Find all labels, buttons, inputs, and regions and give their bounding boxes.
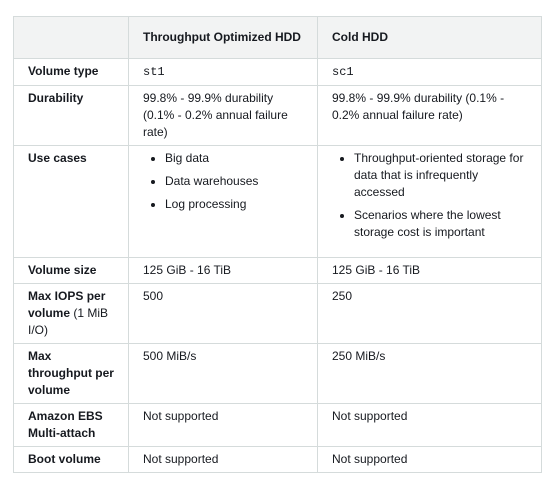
table-row: Use cases Big data Data warehouses Log proc… <box>13 145 542 258</box>
table-cell: 250 <box>317 283 542 344</box>
bullet-item: Scenarios where the lowest storage cost … <box>354 207 527 241</box>
table-row: Volume type st1 sc1 <box>13 58 542 86</box>
table-cell: 125 GiB - 16 TiB <box>128 257 318 284</box>
header-cell: Cold HDD <box>317 16 542 59</box>
cell-text: 99.8% - 99.9% durability (0.1% - 0.2% an… <box>143 91 288 139</box>
row-label: Durability <box>13 85 129 146</box>
bullet-item: Log processing <box>165 196 303 213</box>
table-cell: 500 <box>128 283 318 344</box>
cell-text: 99.8% - 99.9% durability (0.1% - 0.2% an… <box>332 91 505 122</box>
label-text: Boot volume <box>28 452 101 466</box>
table-cell: 99.8% - 99.9% durability (0.1% - 0.2% an… <box>317 85 542 146</box>
label-text: Durability <box>28 91 84 105</box>
table-body: Volume type st1 sc1 Durability 99.8% - 99.9%… <box>13 58 542 473</box>
label-text: Volume size <box>28 263 97 277</box>
table-cell: Not supported <box>128 403 318 447</box>
table-cell: 125 GiB - 16 TiB <box>317 257 542 284</box>
table-row: Volume size 125 GiB - 16 TiB 125 GiB - 16 … <box>13 257 542 284</box>
table-row: Boot volume Not supported Not supported <box>13 446 542 473</box>
table-cell: Not supported <box>317 403 542 447</box>
table-cell: st1 <box>128 58 318 86</box>
table-row: Durability 99.8% - 99.9% durability (0.1%… <box>13 85 542 146</box>
row-label: Volume type <box>13 58 129 86</box>
table-row: Max IOPS per volume (1 MiB I/O) 500 250 <box>13 283 542 344</box>
row-label: Boot volume <box>13 446 129 473</box>
table-cell: 500 MiB/s <box>128 343 318 404</box>
header-row: Throughput Optimized HDD Cold HDD <box>13 16 542 59</box>
label-text: Max IOPS per volume <box>28 289 106 320</box>
cell-text: Not supported <box>143 452 219 466</box>
row-label: Max throughput per volume <box>13 343 129 404</box>
header-cell <box>13 16 129 59</box>
comparison-table: Throughput Optimized HDD Cold HDD Volume … <box>13 16 542 473</box>
row-label: Volume size <box>13 257 129 284</box>
row-label: Amazon EBS Multi-attach <box>13 403 129 447</box>
table-row: Amazon EBS Multi-attach Not supported Not … <box>13 403 542 447</box>
table-row: Max throughput per volume 500 MiB/s 250 Mi… <box>13 343 542 404</box>
table-cell: Not supported <box>128 446 318 473</box>
bullet-item: Data warehouses <box>165 173 303 190</box>
code-value: sc1 <box>332 65 354 79</box>
cell-text: 125 GiB - 16 TiB <box>143 263 232 277</box>
code-value: st1 <box>143 65 165 79</box>
bullet-item: Throughput-oriented storage for data tha… <box>354 150 527 201</box>
label-text: Volume type <box>28 64 99 78</box>
bullet-item: Big data <box>165 150 303 167</box>
cell-text: 125 GiB - 16 TiB <box>332 263 421 277</box>
label-note: (1 MiB I/O) <box>28 306 109 337</box>
table-cell: Not supported <box>317 446 542 473</box>
label-text: Use cases <box>28 151 87 165</box>
label-text: Amazon EBS Multi-attach <box>28 409 103 440</box>
header-cell: Throughput Optimized HDD <box>128 16 318 59</box>
cell-text: Not supported <box>143 409 219 423</box>
cell-text: Not supported <box>332 452 408 466</box>
row-label: Max IOPS per volume (1 MiB I/O) <box>13 283 129 344</box>
cell-text: 250 MiB/s <box>332 349 386 363</box>
row-label: Use cases <box>13 145 129 258</box>
label-text: Max throughput per volume <box>28 349 114 397</box>
table-cell: Big data Data warehouses Log processing <box>128 145 318 258</box>
table-cell: 99.8% - 99.9% durability (0.1% - 0.2% an… <box>128 85 318 146</box>
bullet-list: Big data Data warehouses Log processing <box>143 150 303 213</box>
bullet-list: Throughput-oriented storage for data tha… <box>332 150 527 241</box>
table-cell: 250 MiB/s <box>317 343 542 404</box>
cell-text: Not supported <box>332 409 408 423</box>
cell-text: 250 <box>332 289 353 303</box>
cell-text: 500 MiB/s <box>143 349 197 363</box>
table-cell: sc1 <box>317 58 542 86</box>
cell-text: 500 <box>143 289 164 303</box>
table-cell: Throughput-oriented storage for data tha… <box>317 145 542 258</box>
